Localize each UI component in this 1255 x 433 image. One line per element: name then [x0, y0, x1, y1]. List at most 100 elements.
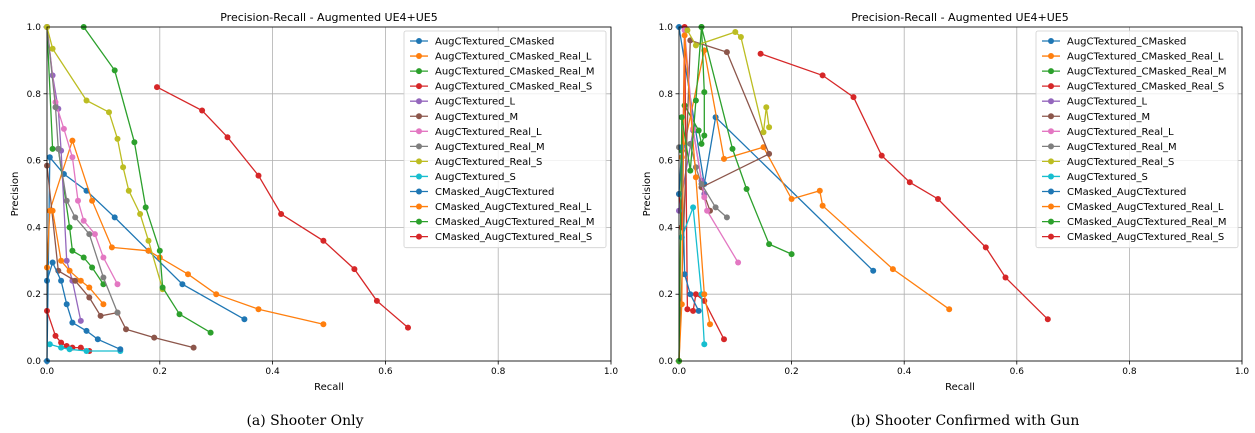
data-point	[763, 104, 770, 111]
data-point	[946, 306, 953, 313]
data-point	[120, 164, 127, 171]
data-point	[69, 319, 76, 326]
data-point	[106, 109, 112, 116]
y-tick-label: 0.8	[659, 90, 674, 100]
legend-marker	[1048, 128, 1054, 135]
x-tick-label: 0.6	[378, 367, 393, 377]
data-point	[114, 135, 121, 142]
legend-label: AugCTextured_CMasked_Real_L	[435, 52, 592, 63]
data-point	[712, 204, 719, 211]
series-augctextured-cmasked	[44, 154, 248, 364]
data-point	[91, 231, 98, 238]
legend-marker	[1048, 83, 1054, 90]
y-axis-label: Precision	[10, 172, 21, 217]
legend-label: CMasked_AugCTextured	[435, 187, 554, 198]
series-cmasked-augctextured-real-s	[154, 84, 411, 331]
data-point	[151, 334, 158, 341]
data-point	[63, 197, 70, 204]
data-point	[766, 124, 773, 131]
legend-item: AugCTextured_Real_M	[1042, 142, 1177, 153]
legend-item: AugCTextured_CMasked_Real_S	[410, 82, 592, 93]
data-point	[698, 181, 705, 187]
data-point	[75, 197, 81, 204]
data-point	[111, 67, 118, 74]
series-augctextured-real-l	[681, 27, 742, 266]
data-point	[819, 72, 826, 79]
data-point	[373, 297, 380, 304]
data-point	[63, 301, 70, 308]
series-line	[46, 26, 119, 285]
x-tick-label: 0.0	[672, 367, 687, 377]
series-line	[681, 207, 705, 345]
data-point	[114, 309, 121, 316]
x-tick-label: 0.6	[1010, 367, 1025, 377]
data-point	[77, 277, 84, 284]
data-point	[224, 134, 231, 141]
legend-marker	[416, 203, 422, 210]
legend-label: AugCTextured_CMasked_Real_S	[1067, 82, 1224, 93]
series-line	[46, 26, 119, 313]
legend-item: AugCTextured_L	[410, 97, 515, 108]
legend-item: AugCTextured_S	[410, 172, 516, 183]
y-tick-label: 0.0	[659, 357, 674, 367]
data-point	[83, 348, 90, 354]
x-tick-label: 0.4	[265, 367, 280, 377]
legend: AugCTextured_CMasked AugCTextured_CMasked…	[1035, 30, 1239, 249]
data-point	[255, 172, 262, 179]
data-point	[58, 344, 65, 351]
data-point	[935, 196, 941, 202]
data-point	[69, 247, 76, 254]
data-point	[179, 281, 186, 288]
legend-marker	[1048, 188, 1054, 195]
legend-marker	[1048, 158, 1054, 165]
legend-label: CMasked_AugCTextured_Real_S	[1067, 232, 1224, 243]
legend-marker	[1048, 173, 1054, 180]
data-point	[80, 217, 87, 224]
legend-item: CMasked_AugCTextured_Real_M	[410, 217, 595, 228]
data-point	[889, 266, 896, 273]
data-point	[729, 145, 736, 152]
legend-label: AugCTextured_CMasked_Real_M	[435, 67, 595, 78]
series-line	[678, 50, 950, 362]
data-point	[870, 267, 877, 274]
data-point	[819, 202, 826, 209]
legend-label: AugCTextured_CMasked_Real_M	[1067, 67, 1227, 78]
legend-item: AugCTextured_CMasked_Real_M	[410, 67, 595, 78]
data-point	[77, 344, 84, 351]
data-point	[80, 254, 87, 261]
legend-marker	[416, 188, 422, 195]
data-point	[878, 152, 885, 159]
data-point	[123, 326, 129, 333]
legend-box	[403, 30, 607, 249]
series-cmasked-augctextured-real-m	[80, 24, 214, 336]
legend-label: CMasked_AugCTextured_Real_M	[1067, 217, 1227, 228]
legend-item: CMasked_AugCTextured	[410, 187, 554, 198]
legend-label: AugCTextured_S	[1067, 172, 1148, 183]
data-point	[320, 237, 327, 244]
data-point	[678, 114, 685, 121]
data-point	[86, 231, 93, 238]
data-point	[687, 167, 694, 174]
y-tick-label: 0.6	[27, 157, 42, 167]
data-point	[94, 336, 101, 343]
data-point	[850, 94, 857, 101]
legend-label: CMasked_AugCTextured	[1067, 187, 1186, 198]
x-axis-label: Recall	[314, 382, 344, 393]
series-augctextured-real-s	[684, 27, 773, 136]
data-point	[707, 321, 713, 328]
data-point	[77, 317, 84, 324]
chart-title: Precision-Recall - Augmented UE4+UE5	[220, 11, 438, 24]
legend-label: AugCTextured_Real_M	[435, 142, 545, 153]
series-cmasked-augctextured	[44, 259, 124, 353]
data-point	[66, 346, 73, 353]
data-point	[131, 139, 138, 146]
data-point	[100, 301, 107, 308]
series-layer	[44, 24, 411, 364]
legend-label: CMasked_AugCTextured_Real_L	[435, 202, 592, 213]
data-point	[58, 257, 65, 264]
legend-label: AugCTextured_CMasked	[1067, 37, 1186, 48]
y-tick-label: 0.4	[27, 223, 42, 233]
data-point	[687, 291, 694, 298]
data-point	[89, 197, 96, 204]
